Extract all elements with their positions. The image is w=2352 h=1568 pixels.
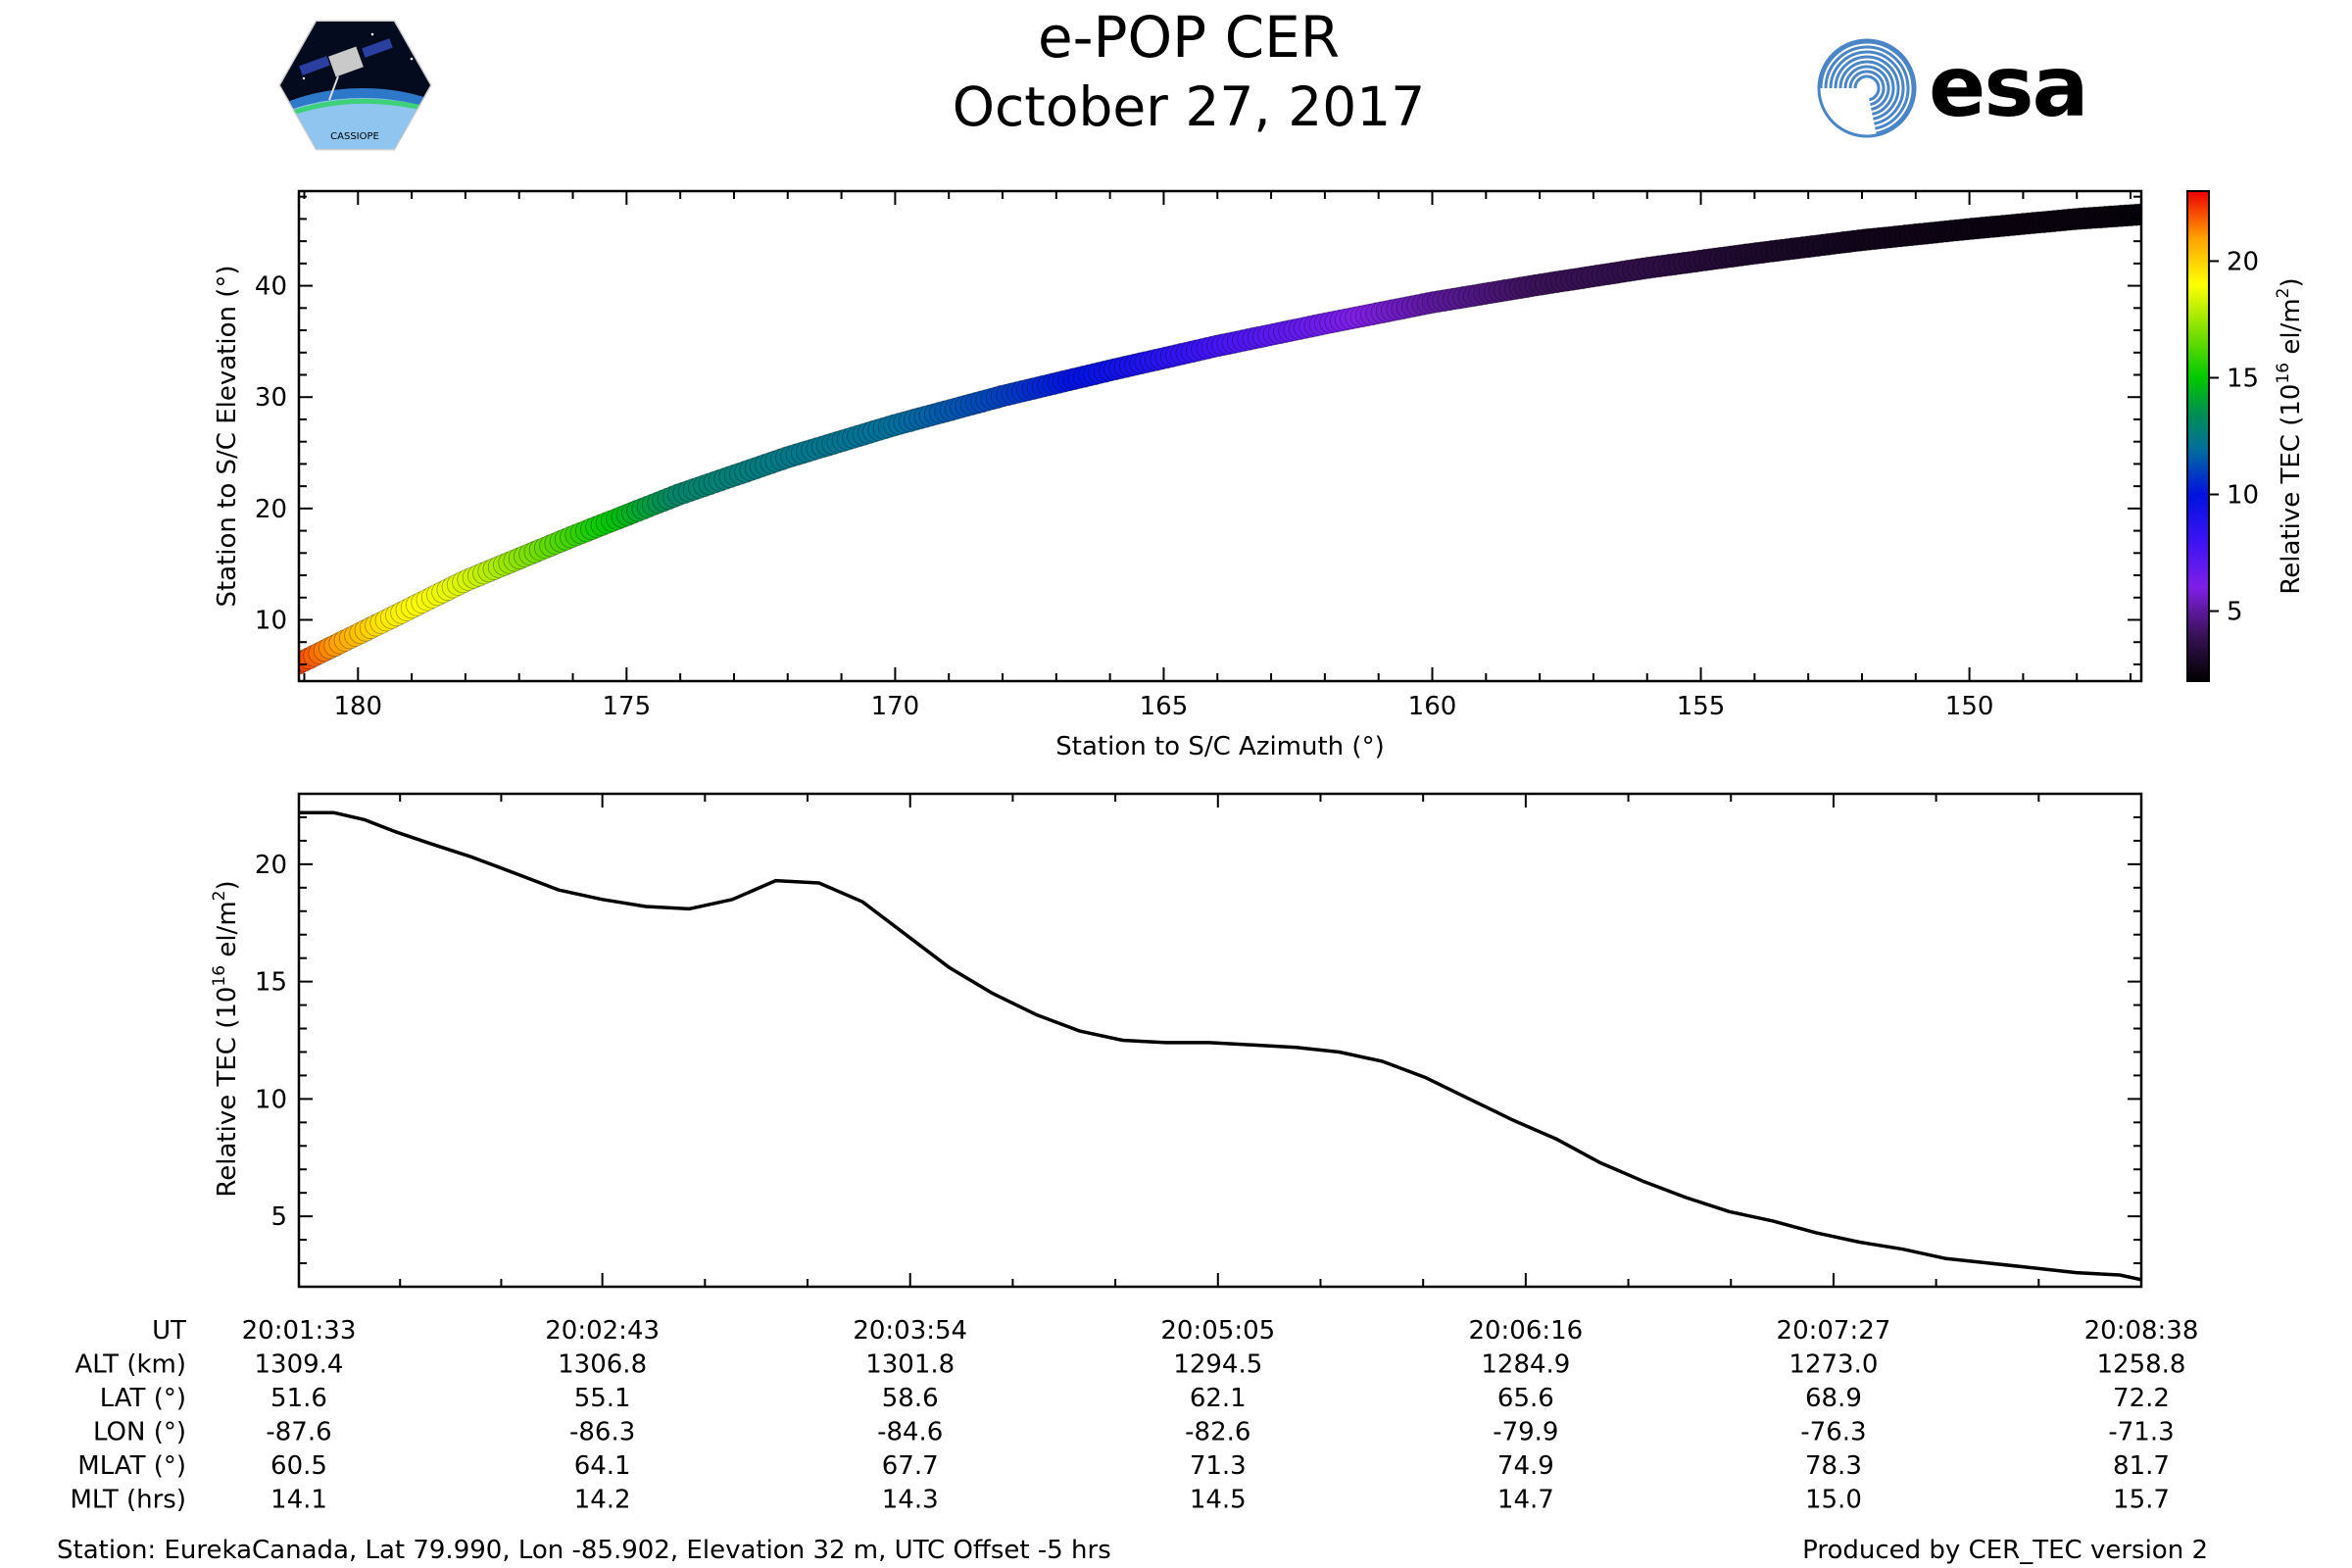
table-cell: -82.6 xyxy=(1185,1418,1250,1447)
table-row-label: LAT (°) xyxy=(100,1384,186,1413)
cassiope-logo-text: CASSIOPE xyxy=(330,131,379,142)
table-cell: 14.1 xyxy=(270,1486,327,1515)
table-row-label: MLAT (°) xyxy=(77,1451,186,1481)
table-cell: 1273.0 xyxy=(1788,1350,1878,1380)
top-y-tick-label: 30 xyxy=(255,383,287,413)
bottom-panel: 5 10 15 20 Relative TEC (1016 el/m2) xyxy=(210,792,2143,1289)
top-y-tick-label: 10 xyxy=(255,607,287,636)
colorbar: 5 10 15 20 Relative TEC (1016 el/m2) xyxy=(2186,190,2306,682)
bottom-plot-frame xyxy=(297,792,2143,1289)
table-cell: 51.6 xyxy=(270,1384,327,1413)
table-cell: -79.9 xyxy=(1493,1418,1558,1447)
cassiope-logo: CASSIOPE xyxy=(278,20,432,151)
table-cell: 60.5 xyxy=(270,1451,327,1481)
table-cell: -84.6 xyxy=(877,1418,943,1447)
esa-logo-stripe xyxy=(1819,40,1915,135)
top-x-tick-label: 165 xyxy=(1140,692,1189,721)
table-row-label: ALT (km) xyxy=(74,1350,186,1380)
table-cell: 55.1 xyxy=(574,1384,631,1413)
table-cell: -76.3 xyxy=(1800,1418,1866,1447)
top-panel: 180 175 170 165 160 155 150 10 20 30 40 Station to… xyxy=(213,189,2143,761)
table-cell: 20:02:43 xyxy=(545,1316,660,1346)
table-cell: 1284.9 xyxy=(1481,1350,1570,1380)
table-cell: 78.3 xyxy=(1805,1451,1862,1481)
esa-logo-stripe xyxy=(1843,65,1890,112)
esa-logo-stripe xyxy=(1838,60,1895,116)
station-info: Station: EurekaCanada, Lat 79.990, Lon -… xyxy=(57,1536,1111,1565)
table-row-label: MLT (hrs) xyxy=(71,1486,187,1515)
table-cell: 14.3 xyxy=(882,1486,939,1515)
top-x-axis-label: Station to S/C Azimuth (°) xyxy=(1055,732,1384,761)
producer-info: Produced by CER_TEC version 2 xyxy=(1802,1536,2208,1565)
table-cell: 62.1 xyxy=(1190,1384,1247,1413)
top-x-tick-label: 175 xyxy=(603,692,652,721)
colorbar-tick-label: 20 xyxy=(2227,247,2259,276)
table-cell: -87.6 xyxy=(266,1418,331,1447)
ephemeris-table: UT ALT (km) LAT (°) LON (°) MLAT (°) MLT (hrs… xyxy=(71,1316,2199,1515)
top-plot-frame xyxy=(297,189,2143,683)
table-cell: 14.2 xyxy=(574,1486,631,1515)
esa-logo-stripe xyxy=(1834,55,1900,121)
table-cell: 20:05:05 xyxy=(1160,1316,1275,1346)
esa-logo-text: esa xyxy=(1929,38,2087,136)
table-cell: 20:03:54 xyxy=(853,1316,967,1346)
table-cell: 72.2 xyxy=(2113,1384,2170,1413)
table-row-label: UT xyxy=(152,1316,186,1346)
table-cell: 1294.5 xyxy=(1173,1350,1262,1380)
table-cell: 1309.4 xyxy=(255,1350,344,1380)
colorbar-tick-label: 5 xyxy=(2227,598,2243,627)
esa-logo-stripe xyxy=(1853,74,1881,102)
table-cell: 14.7 xyxy=(1497,1486,1554,1515)
table-cell: -71.3 xyxy=(2108,1418,2174,1447)
esa-logo: esa xyxy=(1817,38,2089,138)
table-cell: 15.0 xyxy=(1805,1486,1862,1515)
table-cell: 68.9 xyxy=(1805,1384,1862,1413)
table-cell: 71.3 xyxy=(1190,1451,1247,1481)
esa-logo-stripe xyxy=(1848,70,1886,107)
chart-title: e-POP CER xyxy=(1038,4,1340,71)
bottom-y-axis-label: Relative TEC (1016 el/m2) xyxy=(210,880,242,1197)
top-y-tick-label: 40 xyxy=(255,272,287,302)
table-cell: 15.7 xyxy=(2113,1486,2170,1515)
esa-logo-stripe xyxy=(1824,45,1910,130)
bottom-y-tick-label: 5 xyxy=(270,1202,287,1232)
top-x-tick-label: 150 xyxy=(1945,692,1994,721)
top-y-axis-label: Station to S/C Elevation (°) xyxy=(213,265,242,607)
table-cell: 1301.8 xyxy=(865,1350,955,1380)
table-cell: 20:08:38 xyxy=(2084,1316,2199,1346)
colorbar-tick-label: 10 xyxy=(2227,481,2259,511)
table-row-label: LON (°) xyxy=(93,1418,186,1447)
table-cell: 20:07:27 xyxy=(1777,1316,1891,1346)
bottom-y-tick-label: 20 xyxy=(255,851,287,880)
table-cell: 1306.8 xyxy=(558,1350,647,1380)
table-cell: 20:01:33 xyxy=(242,1316,357,1346)
top-x-tick-label: 160 xyxy=(1408,692,1457,721)
table-cell: 20:06:16 xyxy=(1468,1316,1583,1346)
tec-series-line xyxy=(299,810,2141,1282)
top-x-tick-label: 155 xyxy=(1677,692,1726,721)
table-cell: -86.3 xyxy=(569,1418,635,1447)
colorbar-gradient xyxy=(2186,190,2210,682)
table-cell: 74.9 xyxy=(1497,1451,1554,1481)
table-cell: 58.6 xyxy=(882,1384,939,1413)
table-cell: 64.1 xyxy=(574,1451,631,1481)
esa-logo-stripe xyxy=(1829,50,1905,125)
colorbar-tick-label: 15 xyxy=(2227,364,2259,393)
table-cell: 1258.8 xyxy=(2097,1350,2186,1380)
bottom-y-tick-label: 15 xyxy=(255,968,287,998)
top-y-tick-label: 20 xyxy=(255,495,287,524)
chart-subtitle: October 27, 2017 xyxy=(953,75,1426,138)
table-cell: 65.6 xyxy=(1497,1384,1554,1413)
table-cell: 81.7 xyxy=(2113,1451,2170,1481)
table-cell: 14.5 xyxy=(1190,1486,1247,1515)
top-x-tick-label: 170 xyxy=(871,692,920,721)
colorbar-label: Relative TEC (1016 el/m2) xyxy=(2274,277,2306,594)
top-x-tick-label: 180 xyxy=(333,692,382,721)
table-cell: 67.7 xyxy=(882,1451,939,1481)
bottom-y-tick-label: 10 xyxy=(255,1085,287,1114)
